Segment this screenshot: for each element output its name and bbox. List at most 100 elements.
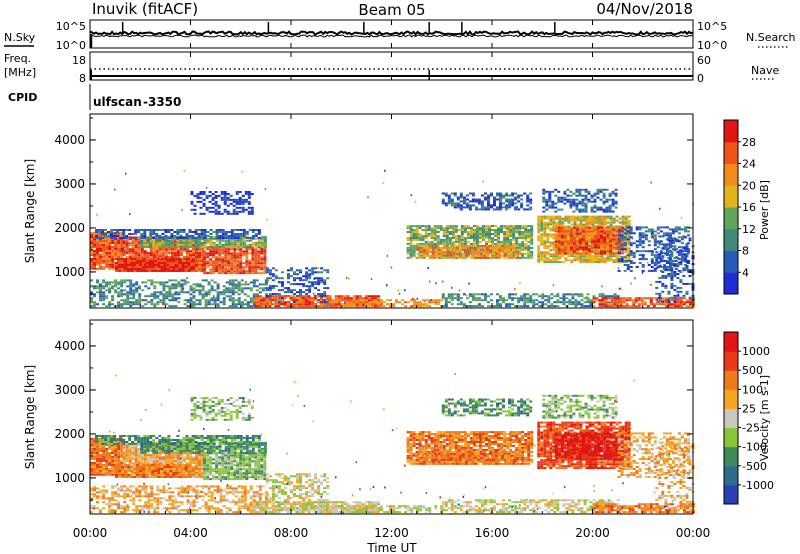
power-heatmap-cell	[552, 219, 556, 222]
power-heatmap-cell	[667, 297, 671, 300]
power-heatmap-cell	[637, 305, 641, 308]
power-heatmap-cell	[221, 233, 225, 235]
power-heatmap-cell	[422, 246, 426, 249]
power-heatmap-cell	[624, 229, 628, 232]
power-heatmap-cell	[179, 243, 183, 246]
power-heatmap-cell	[177, 281, 181, 284]
power-heatmap-cell	[456, 198, 460, 201]
power-heatmap-cell	[600, 248, 603, 251]
power-heatmap-cell	[508, 303, 512, 306]
power-heatmap-cell	[574, 293, 578, 296]
power-heatmap-cell	[152, 241, 156, 244]
power-heatmap-cell	[502, 196, 505, 199]
power-heatmap-cell	[498, 256, 501, 259]
power-heatmap-cell	[506, 227, 510, 230]
power-heatmap-cell	[201, 269, 205, 272]
power-heatmap-cell	[299, 277, 302, 280]
power-heatmap-cell	[543, 223, 547, 226]
power-heatmap-cell	[323, 287, 327, 290]
power-heatmap-cell	[549, 235, 553, 238]
power-heatmap-cell	[120, 251, 124, 254]
power-heatmap-cell	[575, 204, 579, 207]
power-heatmap-cell	[572, 204, 576, 207]
power-heatmap-cell	[221, 264, 225, 267]
power-heatmap-cell	[152, 233, 156, 235]
power-heatmap-cell	[233, 241, 237, 244]
power-heatmap-cell	[221, 229, 225, 231]
power-heatmap-cell	[495, 246, 498, 249]
power-heatmap-cell	[134, 233, 138, 235]
power-heatmap-cell	[573, 255, 577, 258]
power-heatmap-cell	[581, 240, 585, 243]
power-heatmap-cell	[406, 238, 410, 241]
power-heatmap-cell	[255, 279, 259, 282]
power-heatmap-cell	[260, 266, 264, 269]
power-heatmap-cell	[163, 268, 167, 270]
power-heatmap-cell	[524, 231, 528, 233]
power-heatmap-cell	[641, 258, 645, 261]
power-heatmap-cell	[290, 269, 293, 272]
power-heatmap-cell	[147, 295, 151, 298]
power-heatmap-cell	[433, 231, 437, 233]
power-heatmap-cell	[218, 254, 222, 257]
power-heatmap-cell	[242, 266, 246, 269]
power-heatmap-cell	[295, 305, 299, 308]
power-heatmap-cell	[257, 272, 261, 275]
power-heatmap-cell	[293, 279, 296, 282]
power-heatmap-cell	[166, 262, 170, 264]
power-heatmap-cell	[520, 206, 524, 209]
power-heatmap-cell	[261, 289, 265, 292]
power-heatmap-cell	[221, 252, 225, 255]
power-heatmap-cell	[537, 215, 541, 218]
power-heatmap-cell	[656, 240, 660, 243]
power-heatmap-cell	[517, 196, 521, 199]
power-heatmap-cell	[145, 262, 149, 264]
power-heatmap-cell	[177, 285, 181, 288]
power-heatmap-cell	[173, 250, 177, 253]
power-heatmap-cell	[133, 268, 137, 270]
power-heatmap-cell	[448, 250, 452, 253]
power-heatmap-cell	[430, 231, 434, 233]
power-heatmap-cell	[114, 242, 118, 244]
power-heatmap-cell	[620, 260, 624, 262]
power-heatmap-cell	[552, 245, 556, 248]
power-heatmap-cell	[599, 190, 603, 193]
power-heatmap-cell	[230, 272, 234, 275]
power-heatmap-cell	[114, 291, 118, 294]
power-heatmap-cell	[439, 227, 443, 230]
power-heatmap-cell	[126, 285, 130, 288]
power-heatmap-cell	[114, 279, 118, 282]
power-heatmap-cell	[448, 227, 452, 230]
power-heatmap-cell	[463, 231, 467, 233]
power-heatmap-cell	[569, 250, 573, 253]
power-heatmap-cell	[480, 200, 484, 203]
power-heatmap-cell	[412, 235, 416, 237]
power-heatmap-cell	[249, 289, 253, 292]
power-heatmap-cell	[579, 259, 583, 262]
power-heatmap-cell	[165, 303, 169, 306]
power-heatmap-cell	[179, 245, 183, 248]
power-heatmap-cell	[578, 232, 582, 235]
power-heatmap-cell	[609, 252, 613, 255]
power-heatmap-cell	[316, 301, 320, 304]
power-heatmap-cell	[569, 244, 573, 247]
power-heatmap-cell	[160, 266, 164, 268]
power-heatmap-cell	[503, 235, 507, 237]
power-heatmap-cell	[117, 303, 121, 306]
power-heatmap-cell	[313, 303, 317, 306]
power-heatmap-cell	[537, 251, 541, 254]
power-heatmap-cell	[679, 303, 683, 306]
power-heatmap-cell	[352, 303, 356, 306]
freq-left-tick-bottom: 8	[79, 72, 86, 85]
power-heatmap-cell	[161, 254, 165, 257]
power-heatmap-cell	[543, 241, 547, 244]
power-heatmap-cell	[295, 301, 299, 304]
power-heatmap-cell	[431, 244, 435, 247]
power-heatmap-cell	[99, 267, 102, 270]
power-heatmap-cell	[495, 252, 498, 255]
power-heatmap-cell	[618, 242, 622, 245]
power-heatmap-cell	[132, 297, 136, 300]
power-heatmap-cell	[600, 217, 604, 220]
power-heatmap-cell	[560, 242, 564, 245]
power-heatmap-cell	[138, 297, 142, 300]
